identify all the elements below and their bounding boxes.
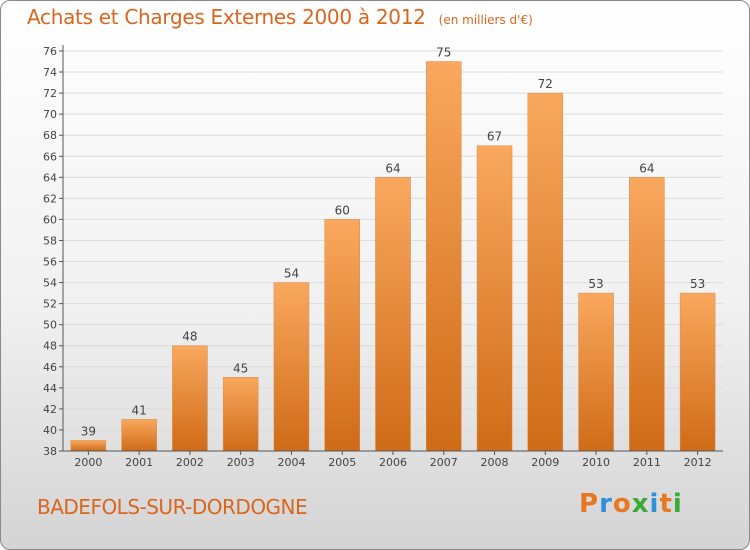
x-tick-label: 2001 xyxy=(125,456,153,469)
y-tick-label: 66 xyxy=(43,150,57,163)
bar-2012 xyxy=(679,292,716,452)
brand-letter: x xyxy=(631,489,650,519)
y-tick-label: 42 xyxy=(43,403,57,416)
brand-letter: i xyxy=(672,489,683,519)
y-tick-label: 56 xyxy=(43,256,57,269)
y-tick-label: 58 xyxy=(43,234,57,247)
chart-title-unit: (en milliers d'€) xyxy=(438,13,533,27)
chart-title: Achats et Charges Externes 2000 à 2012 (… xyxy=(27,5,533,29)
x-tick-label: 2000 xyxy=(74,456,102,469)
x-tick-label: 2012 xyxy=(684,456,712,469)
y-tick-label: 52 xyxy=(43,298,57,311)
data-label-2002: 48 xyxy=(182,330,197,344)
bar-2003 xyxy=(222,377,259,452)
x-tick-label: 2009 xyxy=(531,456,559,469)
y-tick-label: 44 xyxy=(43,382,57,395)
y-tick-label: 76 xyxy=(43,45,57,58)
brand-logo: Proxiti xyxy=(579,489,683,519)
x-tick-label: 2003 xyxy=(227,456,255,469)
y-tick-label: 72 xyxy=(43,87,57,100)
bar-2007 xyxy=(426,61,462,452)
bar-2004 xyxy=(273,282,310,452)
y-tick-label: 40 xyxy=(43,424,57,437)
bar-2009 xyxy=(527,92,564,452)
brand-letter: r xyxy=(599,489,613,519)
location-name: BADEFOLS-SUR-DORDOGNE xyxy=(37,495,308,519)
data-label-2012: 53 xyxy=(690,277,705,291)
x-tick-label: 2006 xyxy=(379,456,407,469)
data-label-2000: 39 xyxy=(81,424,96,438)
y-tick-label: 62 xyxy=(43,192,57,205)
brand-letter: P xyxy=(579,489,600,519)
bars xyxy=(70,61,716,452)
chart-title-main: Achats et Charges Externes 2000 à 2012 xyxy=(27,5,426,29)
y-tick-label: 68 xyxy=(43,129,57,142)
x-tick-label: 2004 xyxy=(277,456,305,469)
bar-2011 xyxy=(629,177,665,452)
y-tick-label: 70 xyxy=(43,108,57,121)
data-label-2011: 64 xyxy=(639,161,654,175)
y-tick-label: 74 xyxy=(43,66,57,79)
y-tick-label: 54 xyxy=(43,277,57,290)
data-label-2008: 67 xyxy=(487,130,502,144)
x-tick-label: 2008 xyxy=(481,456,509,469)
brand-letter: i xyxy=(649,489,660,519)
data-label-2005: 60 xyxy=(335,203,350,217)
y-tick-label: 64 xyxy=(43,171,57,184)
data-label-2006: 64 xyxy=(385,161,400,175)
data-label-2007: 75 xyxy=(436,46,451,60)
bar-2006 xyxy=(375,177,411,452)
bar-2000 xyxy=(70,440,107,452)
x-tick-label: 2007 xyxy=(430,456,458,469)
data-label-2003: 45 xyxy=(233,361,248,375)
bar-2005 xyxy=(324,219,360,452)
data-labels: 39 41 48 45 54 60 64 75 67 72 53 64 53 xyxy=(81,46,706,439)
data-label-2010: 53 xyxy=(588,277,603,291)
y-tick-label: 38 xyxy=(43,445,57,458)
brand-letter: o xyxy=(612,489,632,519)
bar-2002 xyxy=(172,345,208,452)
bar-2001 xyxy=(121,419,157,452)
y-tick-label: 46 xyxy=(43,361,57,374)
axes: 38 40 42 44 46 48 50 52 54 56 58 60 62 64 66 68 70 72 74 76… xyxy=(43,45,723,469)
data-label-2009: 72 xyxy=(538,77,553,91)
x-tick-label: 2010 xyxy=(582,456,610,469)
bar-2010 xyxy=(578,292,614,452)
y-tick-label: 60 xyxy=(43,213,57,226)
y-tick-label: 48 xyxy=(43,340,57,353)
brand-letter: t xyxy=(659,489,673,519)
data-label-2001: 41 xyxy=(132,403,147,417)
data-label-2004: 54 xyxy=(284,267,299,281)
x-tick-label: 2005 xyxy=(328,456,356,469)
x-tick-label: 2011 xyxy=(633,456,661,469)
bar-2008 xyxy=(476,145,513,452)
x-tick-label: 2002 xyxy=(176,456,204,469)
y-tick-label: 50 xyxy=(43,319,57,332)
